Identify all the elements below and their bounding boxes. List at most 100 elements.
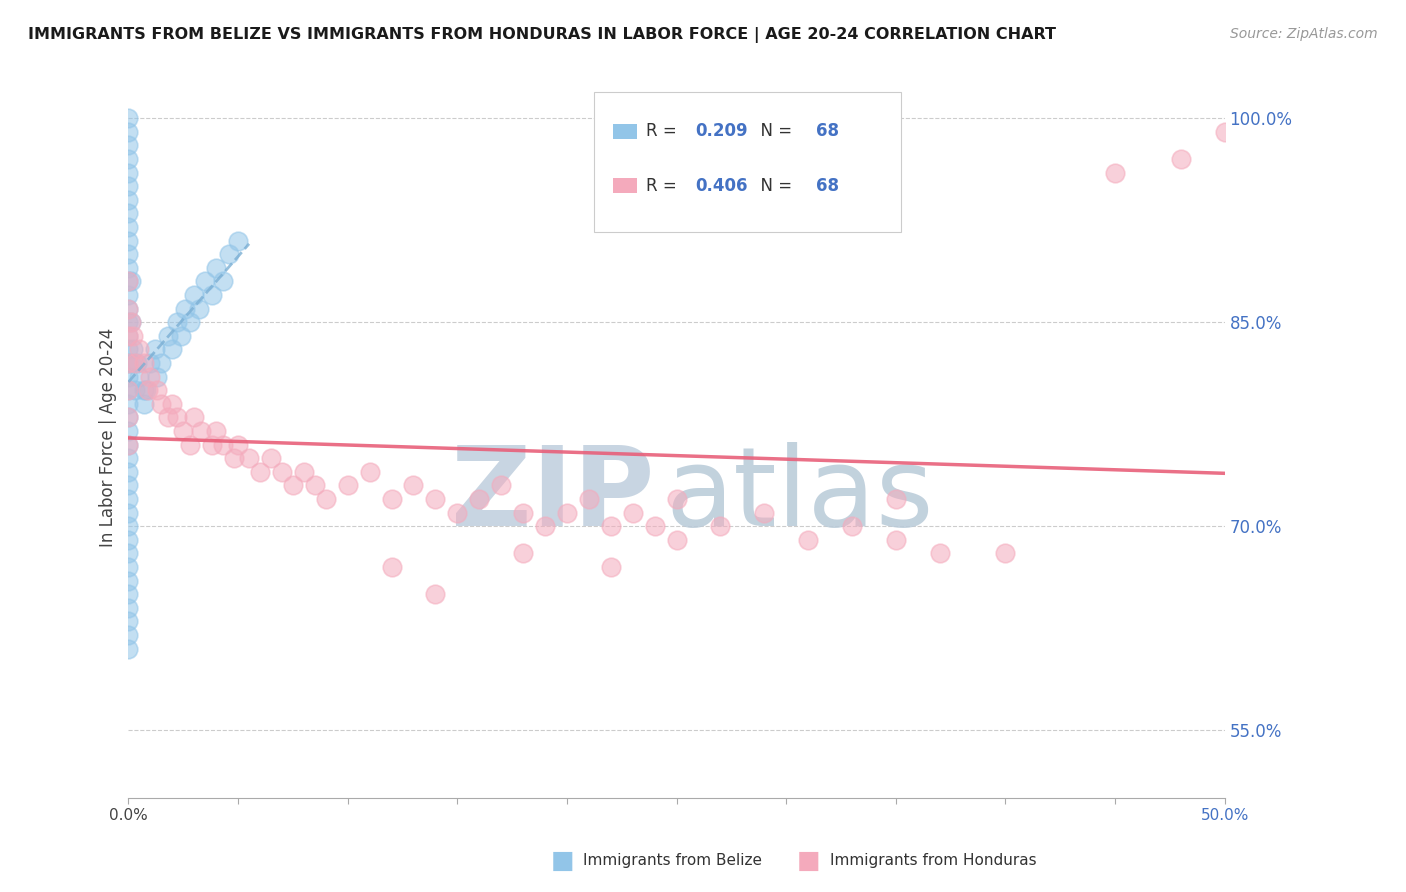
Point	[117, 546, 139, 560]
Point	[117, 383, 139, 397]
Text: 0.209: 0.209	[695, 122, 748, 140]
Point	[117, 587, 139, 601]
Point	[292, 465, 315, 479]
Point	[117, 260, 139, 275]
Point	[238, 451, 260, 466]
Point	[117, 410, 139, 425]
Point	[117, 383, 139, 397]
Point	[425, 587, 447, 601]
Point	[136, 383, 159, 397]
Point	[205, 260, 228, 275]
Point	[124, 356, 146, 370]
Point	[754, 506, 776, 520]
Point	[1104, 166, 1126, 180]
Point	[127, 356, 149, 370]
Point	[120, 356, 142, 370]
Text: R =: R =	[645, 122, 682, 140]
Point	[117, 247, 139, 261]
Point	[709, 519, 731, 533]
Point	[120, 274, 142, 288]
Point	[534, 519, 557, 533]
Point	[117, 152, 139, 166]
Point	[621, 506, 644, 520]
Text: N =: N =	[749, 177, 797, 194]
Point	[117, 343, 139, 357]
Point	[644, 519, 666, 533]
Point	[170, 328, 193, 343]
Point	[117, 478, 139, 492]
Point	[797, 533, 820, 547]
Point	[205, 424, 228, 438]
Point	[117, 234, 139, 248]
Point	[1213, 125, 1236, 139]
Point	[665, 491, 688, 506]
Point	[304, 478, 326, 492]
Point	[150, 397, 173, 411]
Point	[884, 533, 907, 547]
Point	[162, 397, 184, 411]
Text: ZIP: ZIP	[451, 442, 655, 549]
Point	[315, 491, 337, 506]
Point	[599, 560, 621, 574]
Point	[128, 369, 150, 384]
Text: R =: R =	[645, 177, 682, 194]
Point	[402, 478, 425, 492]
Point	[271, 465, 294, 479]
Point	[117, 451, 139, 466]
FancyBboxPatch shape	[595, 92, 901, 233]
Point	[211, 274, 233, 288]
Point	[117, 179, 139, 194]
Point	[512, 506, 534, 520]
Point	[578, 491, 600, 506]
Point	[117, 628, 139, 642]
Point	[124, 383, 146, 397]
Point	[446, 506, 468, 520]
Point	[226, 234, 249, 248]
Point	[117, 125, 139, 139]
Point	[156, 410, 179, 425]
Point	[146, 383, 169, 397]
Point	[183, 410, 205, 425]
Point	[120, 315, 142, 329]
Point	[117, 424, 139, 438]
Point	[120, 315, 142, 329]
Point	[489, 478, 512, 492]
Point	[1170, 152, 1192, 166]
Point	[249, 465, 271, 479]
Point	[174, 301, 197, 316]
Point	[172, 424, 194, 438]
Point	[117, 166, 139, 180]
Point	[117, 274, 139, 288]
Point	[117, 328, 139, 343]
Y-axis label: In Labor Force | Age 20-24: In Labor Force | Age 20-24	[100, 328, 117, 548]
Point	[117, 615, 139, 629]
Point	[166, 410, 188, 425]
Point	[380, 560, 402, 574]
Point	[156, 328, 179, 343]
Point	[117, 560, 139, 574]
Text: atlas: atlas	[665, 442, 934, 549]
Point	[117, 301, 139, 316]
Point	[132, 383, 155, 397]
Point	[117, 437, 139, 451]
Point	[117, 397, 139, 411]
Point	[190, 424, 212, 438]
Point	[260, 451, 283, 466]
Point	[884, 491, 907, 506]
Point	[555, 506, 578, 520]
Text: Immigrants from Belize: Immigrants from Belize	[583, 854, 762, 868]
Point	[117, 410, 139, 425]
Point	[143, 343, 166, 357]
Point	[117, 465, 139, 479]
Point	[117, 274, 139, 288]
Point	[117, 519, 139, 533]
Point	[841, 519, 863, 533]
Point	[380, 491, 402, 506]
Point	[117, 328, 139, 343]
Point	[201, 437, 224, 451]
Point	[117, 437, 139, 451]
Text: 68: 68	[815, 177, 839, 194]
Point	[994, 546, 1017, 560]
Point	[162, 343, 184, 357]
Point	[665, 533, 688, 547]
